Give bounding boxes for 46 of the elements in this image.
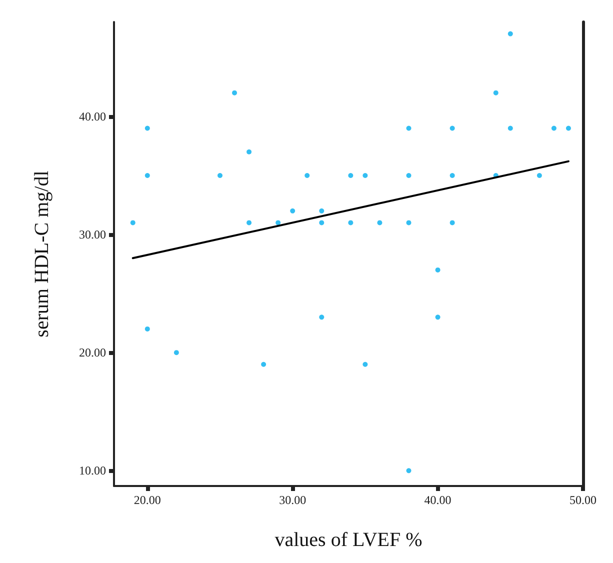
point <box>144 126 150 131</box>
point <box>435 314 440 320</box>
point <box>493 90 498 96</box>
y-tick-label: 40.00 <box>79 109 106 124</box>
point <box>508 126 513 131</box>
point <box>261 362 266 367</box>
point <box>218 172 222 178</box>
point <box>319 220 324 226</box>
point <box>362 362 368 367</box>
x-tick-label: 50.00 <box>570 493 596 507</box>
point <box>174 350 179 356</box>
point <box>450 220 455 226</box>
point <box>130 220 136 226</box>
y-tick-label: 30.00 <box>79 228 106 242</box>
y-tick-label: 10.00 <box>79 464 106 478</box>
x-tick-label: 20.00 <box>134 493 161 507</box>
point <box>450 126 455 131</box>
point <box>435 267 440 272</box>
point <box>144 172 150 178</box>
point <box>304 172 310 178</box>
point <box>319 208 324 214</box>
point <box>319 314 324 320</box>
point <box>406 220 412 226</box>
point <box>406 172 412 178</box>
point <box>348 172 354 178</box>
x-tick-label: 30.00 <box>279 493 306 507</box>
point <box>450 172 455 178</box>
point <box>566 126 571 131</box>
x-axis-title: values of LVEF % <box>274 529 422 551</box>
point <box>362 172 368 178</box>
y-axis-title: serum HDL-C mg/dl <box>31 170 53 338</box>
point <box>144 326 150 332</box>
y-tick-label: 20.00 <box>79 346 106 360</box>
point <box>246 220 252 226</box>
point <box>377 220 382 226</box>
point <box>536 172 542 178</box>
point <box>406 126 412 131</box>
point <box>232 90 238 96</box>
x-tick-label: 40.00 <box>424 493 452 507</box>
point <box>246 149 252 154</box>
point <box>276 220 281 226</box>
point <box>508 31 513 36</box>
point <box>406 468 412 474</box>
point <box>348 220 354 226</box>
point <box>551 126 556 131</box>
point <box>290 208 296 214</box>
